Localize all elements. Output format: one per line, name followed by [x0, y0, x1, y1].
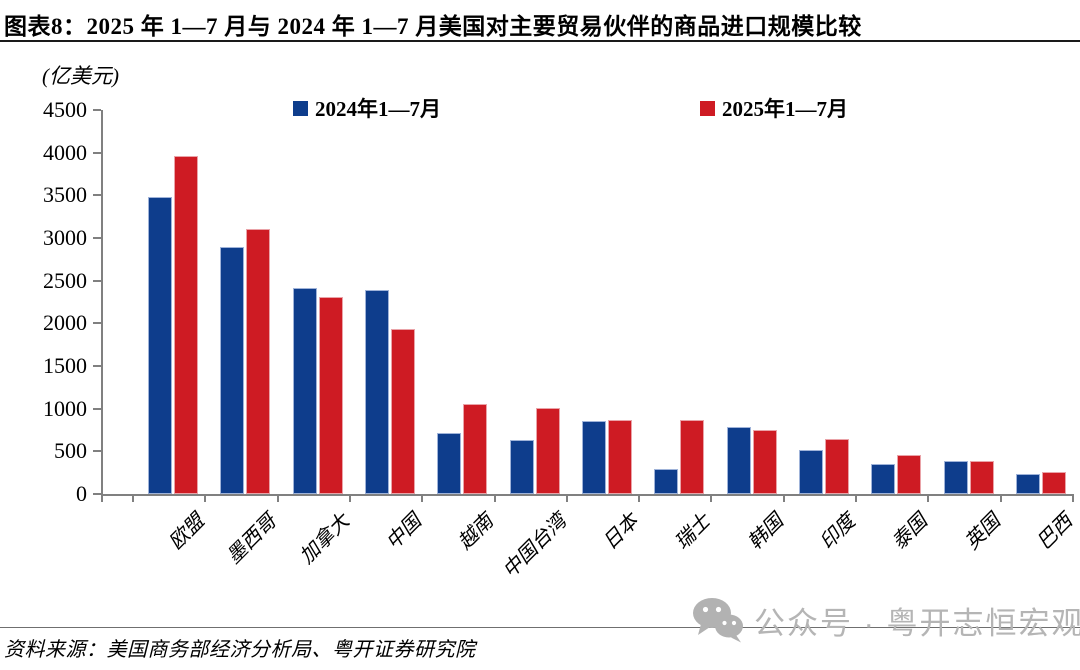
x-category-label-韩国: 韩国 — [743, 510, 788, 555]
bar-2024-韩国 — [726, 427, 751, 494]
x-tick-mark — [421, 494, 424, 502]
x-tick-mark — [493, 494, 496, 502]
bar-2024-巴西 — [1015, 474, 1040, 494]
bar-2025-印度 — [824, 439, 849, 494]
x-category-label-中国: 中国 — [382, 510, 426, 555]
y-tick-mark — [93, 151, 101, 154]
bar-2024-中国台湾 — [509, 440, 534, 494]
y-tick-mark — [93, 194, 101, 197]
y-tick-mark — [93, 237, 101, 239]
x-axis-line — [101, 494, 1074, 496]
bar-2024-欧盟 — [148, 197, 173, 494]
y-tick-mark — [93, 365, 101, 367]
bar-2025-中国台湾 — [535, 408, 560, 494]
y-tick-label: 3500 — [43, 182, 87, 208]
x-tick-mark — [348, 494, 351, 502]
x-category-label-印度: 印度 — [815, 510, 860, 555]
watermark-text: 公众号 · 粤开志恒宏观 — [754, 605, 1080, 641]
source-note: 资料来源：美国商务部经济分析局、粤开证券研究院 — [4, 639, 476, 661]
wechat-icon — [693, 598, 743, 643]
bar-2025-巴西 — [1041, 472, 1066, 494]
bar-2025-墨西哥 — [246, 229, 271, 494]
title-divider — [0, 40, 1080, 42]
x-tick-mark — [276, 494, 279, 502]
y-tick-mark — [93, 493, 101, 495]
footer-divider — [0, 627, 1080, 628]
legend-label-2025: 2025年1—7月 — [722, 97, 848, 121]
bar-2025-日本 — [608, 420, 632, 494]
y-tick-label: 1000 — [43, 395, 87, 421]
x-category-label-越南: 越南 — [454, 510, 499, 555]
bar-2024-加拿大 — [292, 288, 317, 494]
chart-title: 图表8：2025 年 1—7 月与 2024 年 1—7 月美国对主要贸易伙伴的… — [4, 14, 862, 39]
y-tick-label: 4000 — [43, 139, 87, 165]
x-category-label-英国: 英国 — [960, 510, 1005, 555]
x-category-label-日本: 日本 — [598, 510, 643, 555]
bar-2024-瑞士 — [654, 469, 679, 494]
bar-2024-墨西哥 — [220, 247, 245, 494]
bar-2024-日本 — [582, 421, 606, 494]
x-category-label-泰国: 泰国 — [888, 510, 933, 555]
watermark: 公众号 · 粤开志恒宏观 — [692, 597, 1080, 643]
bar-2025-韩国 — [752, 430, 777, 494]
y-tick-label: 2000 — [43, 310, 87, 336]
y-tick-mark — [93, 322, 101, 325]
x-tick-mark — [855, 494, 858, 502]
bar-2024-中国 — [365, 290, 390, 494]
y-tick-label: 4500 — [43, 97, 87, 122]
y-tick-label: 500 — [54, 438, 87, 464]
y-tick-mark — [93, 109, 101, 111]
x-tick-mark — [710, 494, 713, 502]
y-tick-label: 2500 — [43, 267, 87, 293]
x-category-label-加拿大: 加拿大 — [295, 510, 354, 569]
bar-2025-中国 — [391, 329, 416, 494]
y-tick-mark — [93, 279, 101, 282]
bar-2025-瑞士 — [680, 420, 705, 494]
x-tick-mark — [1072, 494, 1075, 502]
y-axis-line — [101, 110, 103, 502]
x-tick-mark — [204, 494, 207, 502]
x-tick-mark — [565, 494, 568, 502]
bar-2025-欧盟 — [174, 156, 199, 494]
x-category-label-瑞士: 瑞士 — [671, 510, 716, 555]
y-axis-unit-label: (亿美元) — [42, 64, 119, 88]
x-category-label-欧盟: 欧盟 — [165, 510, 209, 555]
bar-2024-越南 — [437, 433, 462, 494]
x-tick-mark — [999, 494, 1002, 502]
bar-2024-印度 — [798, 450, 823, 494]
x-tick-mark — [927, 494, 930, 502]
legend-swatch-2025 — [700, 100, 715, 116]
x-tick-mark — [638, 494, 641, 502]
legend-item-2025: 2025年1—7月 — [700, 93, 848, 123]
legend-label-2024: 2024年1—7月 — [315, 97, 441, 121]
x-category-label-巴西: 巴西 — [1032, 510, 1077, 555]
bar-2025-加拿大 — [318, 297, 343, 494]
bar-2025-泰国 — [897, 455, 922, 494]
bar-2024-泰国 — [871, 464, 896, 494]
y-tick-mark — [93, 407, 101, 410]
x-tick-mark — [782, 494, 785, 502]
legend-item-2024: 2024年1—7月 — [293, 93, 441, 123]
x-tick-mark — [132, 494, 134, 502]
x-category-label-墨西哥: 墨西哥 — [223, 510, 282, 569]
y-tick-label: 1500 — [43, 353, 87, 378]
bar-2025-英国 — [969, 461, 994, 494]
bar-2024-英国 — [943, 461, 968, 494]
x-category-label-中国台湾: 中国台湾 — [498, 510, 571, 583]
y-tick-mark — [93, 450, 101, 453]
bar-2025-越南 — [463, 404, 488, 494]
y-tick-label: 0 — [76, 481, 87, 506]
y-tick-label: 3000 — [43, 225, 87, 250]
legend-swatch-2024 — [293, 100, 308, 116]
